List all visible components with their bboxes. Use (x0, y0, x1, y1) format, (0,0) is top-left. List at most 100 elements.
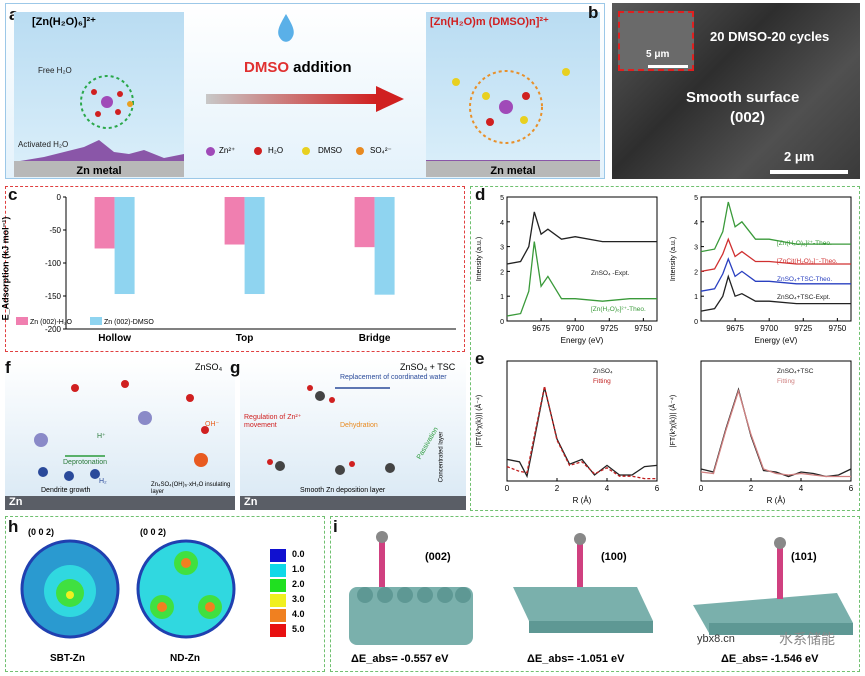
activated-water-label: Activated H₂O (18, 140, 69, 149)
legend-so4: SO₄²⁻ (370, 146, 392, 155)
c-bar-hollow-1 (114, 197, 135, 295)
energy-002: ΔE_abs= -0.557 eV (351, 653, 449, 665)
energy-100: ΔE_abs= -1.051 eV (527, 653, 625, 665)
surface-line2: (002) (730, 109, 766, 126)
x-axis-label: R (Å) (767, 496, 786, 505)
panel-a: a [Zn(H₂O)₆]²⁺ Free H₂O Activated H₂O Zn… (5, 3, 605, 179)
c-category-label: Top (236, 333, 254, 344)
h-left-name: SBT-Zn (50, 653, 85, 664)
x-tick-label: 9725 (600, 324, 618, 333)
scale-label: 3.0 (292, 594, 305, 604)
y-tick-label: 3 (694, 245, 698, 252)
xanes-tsc-chart: 9675 9700 9725 9750 0 1 2 3 4 5 Energy (eV) Intensi… (670, 195, 852, 345)
series-label-3: ZnSO₄+TSC-Expt. (777, 294, 831, 301)
legend-dmso: DMSO (318, 146, 342, 155)
panel-b: b 5 μm 20 DMSO-20 cycles Smooth surface … (588, 3, 860, 179)
series-line-0 (506, 387, 658, 479)
slab-002 (349, 531, 473, 645)
y-tick-label: 1 (694, 294, 698, 301)
panel-e-label: e (475, 349, 485, 368)
surface-line1: Smooth surface (686, 89, 800, 106)
c-ytick-label: -50 (49, 226, 61, 235)
series-label-0: ZnSO₄ -Expt. (591, 270, 630, 277)
dehydration-label: Dehydration (340, 422, 378, 429)
panel-c-label: c (8, 185, 18, 204)
reaction-arrow (206, 86, 404, 112)
scale-swatch (270, 579, 286, 592)
c-bar-hollow-0 (94, 197, 115, 249)
panel-b-label: b (588, 3, 599, 22)
panel-d-label: d (475, 185, 486, 204)
exafs-tsc-chart: 0 2 4 6 R (Å) |FT(k³χ(k))| (Å⁻⁴) ZnSO₄+TSC Fitt… (668, 360, 854, 505)
series-line-3 (700, 274, 851, 312)
sem-title: 20 DMSO-20 cycles (710, 29, 830, 44)
facet-101: (101) (791, 551, 817, 563)
g-sketch (267, 385, 395, 475)
c-bar-top-0 (224, 197, 245, 245)
series-label-2: ZnSO₄+TSC-Theo. (777, 276, 832, 283)
dmso-addition-title: DMSO addition (244, 59, 352, 76)
f-zn-base: Zn (5, 496, 235, 510)
smooth-label: Smooth Zn deposition layer (300, 487, 386, 494)
c-bar-top-1 (244, 197, 265, 295)
panel-h-label: h (8, 517, 19, 536)
zn-metal-right: Zn metal (490, 165, 536, 177)
energy-101: ΔE_abs= -1.546 eV (721, 653, 819, 665)
h-plane-right: (0 0 2) (140, 527, 167, 537)
plot-frame (506, 360, 658, 482)
inset-scale-label: 5 μm (646, 49, 670, 60)
zn-metal-left-bar: Zn metal (14, 161, 184, 177)
g-zn-label: Zn (244, 496, 258, 508)
c-ytick-label: -100 (45, 259, 62, 268)
water-icon (254, 147, 262, 155)
scale-label: 0.0 (292, 549, 305, 559)
dmso-word: DMSO (244, 59, 289, 76)
series-label-1: Fitting (777, 378, 795, 385)
series-label-1: Fitting (593, 378, 611, 385)
plot-frame (700, 196, 852, 322)
y-tick-label: 0 (500, 319, 504, 326)
y-tick-label: 3 (500, 245, 504, 252)
chart-c-ylabel: E_Adsorption (kJ mol⁻¹) (0, 216, 11, 321)
slab-101 (693, 537, 853, 635)
y-tick-label: 2 (500, 269, 504, 276)
x-axis-label: Energy (eV) (755, 336, 798, 345)
y-axis-label: |FT(k³χ(k))| (Å⁻⁴) (668, 395, 677, 448)
c-category-label: Bridge (359, 333, 391, 344)
droplet-icon (278, 14, 294, 42)
x-axis-label: R (Å) (573, 496, 592, 505)
y-axis-label: |FT(k³χ(k))| (Å⁻⁴) (474, 395, 483, 448)
y-axis-label: Intensity (a.u.) (476, 237, 483, 281)
series-line-2 (700, 257, 851, 292)
color-scale: 0.0 1.0 2.0 3.0 4.0 5.0 (270, 549, 326, 649)
x-tick-label: 0 (505, 484, 510, 493)
series-line-0 (700, 387, 852, 478)
series-line-0 (506, 211, 657, 265)
x-tick-label: 9700 (566, 324, 584, 333)
panel-f-label: f (5, 358, 11, 377)
slab-100 (513, 533, 653, 633)
panel-a-label: a (9, 5, 18, 25)
dmso-icon (302, 147, 310, 155)
panel-d: d e 9675 9700 9725 9750 0 1 2 3 4 5 Energy (eV) Int… (470, 185, 860, 511)
x-tick-label: 2 (749, 484, 754, 493)
sulfate-icon (356, 147, 364, 155)
facet-002: (002) (425, 551, 451, 563)
f-title: ZnSO₄ (195, 362, 223, 372)
watermark-url: ybx8.cn (697, 633, 735, 645)
deprotonation-label: Deprotonation (63, 459, 107, 466)
h2-label: H₂ (99, 478, 107, 485)
scale-swatch (270, 549, 286, 562)
insulating-label: Zn₄SO₄(OH)₆·xH₂O insulating layer (151, 482, 231, 495)
c-ytick-label: -200 (45, 325, 62, 334)
x-tick-label: 6 (849, 484, 854, 493)
c-legend-label: Zn (002)-H₂O (30, 319, 73, 326)
scale-swatch (270, 564, 286, 577)
panel-i-label: i (333, 517, 338, 536)
panel-g: g ZnSO₄ + TSC Replacement of coordinated… (230, 358, 466, 510)
g-title: ZnSO₄ + TSC (400, 362, 456, 372)
legend-h2o: H₂O (268, 146, 284, 155)
y-tick-label: 4 (694, 220, 698, 227)
scale-bar (770, 170, 848, 174)
scale-label: 5.0 (292, 624, 305, 634)
